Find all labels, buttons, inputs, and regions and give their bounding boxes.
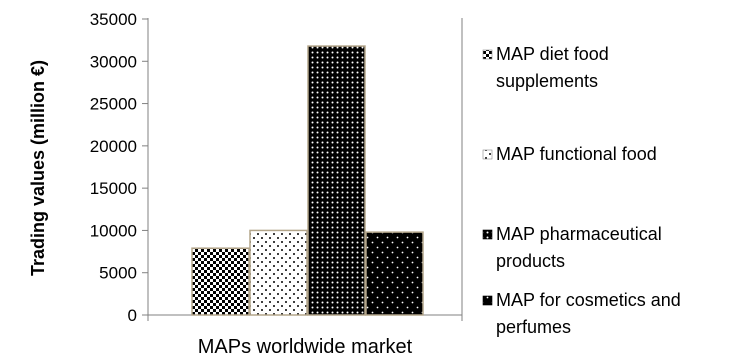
y-tick-label: 15000 <box>90 179 137 198</box>
bars-group <box>191 45 424 316</box>
legend-label-1: supplements <box>496 71 598 91</box>
legend-label-1: MAP diet food <box>496 44 609 64</box>
y-tick-label: 25000 <box>90 95 137 114</box>
legend: MAP diet food supplements MAP functional f… <box>482 44 681 337</box>
y-tick-label: 0 <box>128 306 137 325</box>
y-tick-label: 20000 <box>90 137 137 156</box>
y-tick-label: 10000 <box>90 221 137 240</box>
legend-label-3: products <box>496 251 565 271</box>
legend-label-2: MAP functional food <box>496 144 657 164</box>
y-axis-ticks: 35000 30000 25000 20000 15000 10000 5000 0 <box>90 10 148 325</box>
legend-swatch-4 <box>482 295 493 306</box>
bar-4 <box>365 231 424 316</box>
bar-1 <box>191 247 250 316</box>
y-tick-label: 5000 <box>99 264 137 283</box>
legend-swatch-3 <box>482 229 493 240</box>
legend-swatch-1 <box>482 49 493 60</box>
y-axis-label: Trading values (million €) <box>28 60 48 276</box>
bar-2 <box>249 229 308 316</box>
x-axis-label: MAPs worldwide market <box>198 336 413 358</box>
legend-swatch-2 <box>482 149 493 160</box>
legend-label-4: MAP for cosmetics and <box>496 290 681 310</box>
y-tick-label: 35000 <box>90 10 137 29</box>
legend-label-3: MAP pharmaceutical <box>496 224 662 244</box>
legend-label-4: perfumes <box>496 317 571 337</box>
bar-3 <box>307 45 366 316</box>
y-tick-label: 30000 <box>90 52 137 71</box>
